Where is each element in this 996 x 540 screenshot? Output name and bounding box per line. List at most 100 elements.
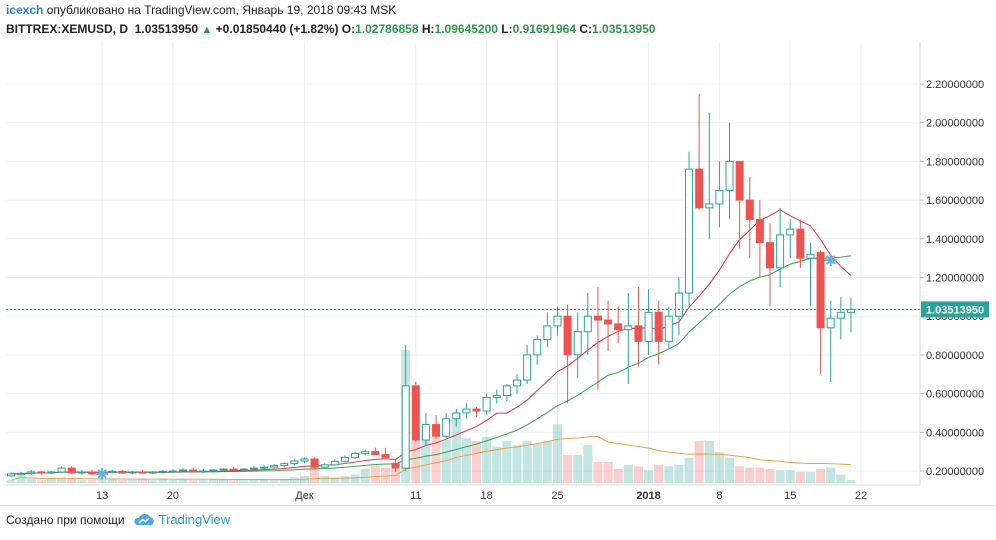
volume-bar — [269, 480, 279, 483]
volume-bar — [117, 480, 127, 483]
candle-body — [735, 160, 744, 201]
candle-body — [128, 471, 137, 474]
volume-bar — [573, 455, 583, 483]
up-arrow-icon: ▲ — [201, 24, 213, 36]
candle-body — [786, 228, 795, 236]
volume-bar — [765, 469, 775, 483]
volume-bar — [644, 470, 654, 483]
volume-bar — [583, 445, 593, 483]
volume-bar — [694, 441, 704, 483]
volume-bar — [138, 478, 148, 483]
volume-bar — [836, 474, 846, 483]
open-value: 1.02786858 — [355, 22, 419, 36]
volume-bar — [168, 480, 178, 483]
candle-body — [249, 467, 258, 470]
candle-body — [381, 454, 390, 458]
volume-bar — [735, 466, 745, 483]
volume-bar — [816, 469, 826, 483]
y-tick-label: 0.40000000 — [926, 427, 984, 439]
candle-body — [27, 471, 36, 474]
candle-body — [796, 228, 805, 259]
candle-body — [513, 379, 521, 387]
candle-body — [371, 451, 380, 456]
volume-bar — [370, 466, 380, 483]
candle-body — [715, 189, 724, 205]
tradingview-link[interactable]: TradingView — [133, 512, 231, 527]
volume-bar — [229, 480, 239, 483]
ohlc-legend: BITTREX:XEMUSD, D 1.03513950 ▲ +0.018504… — [6, 22, 655, 36]
candle-body — [17, 472, 26, 475]
candle-body — [320, 464, 329, 468]
volume-bar — [805, 471, 815, 483]
volume-bar — [441, 439, 451, 483]
y-tick-label: 2.20000000 — [926, 79, 984, 91]
candle-body — [654, 311, 663, 342]
y-tick-label: 1.60000000 — [926, 195, 984, 207]
candle-body — [745, 199, 754, 220]
low-label: L: — [501, 22, 513, 36]
high-value: 1.09645200 — [434, 22, 498, 36]
x-tick-label: Дек — [295, 490, 314, 502]
volume-bar — [148, 480, 158, 483]
candle-body — [340, 456, 349, 462]
candle-body — [573, 331, 582, 356]
candle-body — [644, 311, 653, 342]
volume-bar — [411, 441, 421, 483]
candle-body — [47, 471, 56, 474]
volume-bar — [725, 457, 735, 483]
created-with-text: Создано при помощи — [6, 512, 125, 527]
candle-body — [330, 460, 339, 466]
candle-body — [502, 385, 511, 397]
candle-body — [482, 396, 491, 412]
volume-bar — [714, 452, 724, 483]
y-tick-label: 0.80000000 — [926, 350, 984, 362]
candle-body — [836, 311, 845, 319]
candle-body — [118, 470, 127, 474]
ma-slow-line — [10, 255, 852, 475]
volume-bar — [289, 477, 299, 483]
candle-body — [432, 424, 441, 437]
candle-body — [543, 325, 552, 340]
brand-name: TradingView — [158, 512, 231, 527]
author-name[interactable]: icexch — [6, 3, 44, 17]
candle-body — [260, 466, 268, 469]
candle-body — [229, 468, 238, 471]
volume-bar — [613, 469, 623, 483]
candle-body — [219, 468, 228, 471]
change-value: +0.01850440 (+1.82%) — [215, 22, 339, 36]
candle-body — [583, 315, 592, 333]
high-label: H: — [421, 22, 435, 36]
tradingview-cloud-icon — [134, 513, 154, 525]
volume-bar — [36, 480, 46, 483]
volume-bar — [57, 477, 67, 483]
volume-bar — [826, 467, 836, 483]
symbol-label: BITTREX:XEMUSD, D — [6, 22, 129, 36]
x-tick-label: 2018 — [636, 490, 660, 502]
volume-bar — [552, 424, 562, 483]
volume-bar — [320, 476, 330, 483]
volume-bar — [198, 480, 208, 483]
volume-bar — [249, 478, 259, 483]
open-label: O: — [341, 22, 356, 36]
volume-bar — [603, 462, 613, 483]
volume-bar — [310, 466, 320, 483]
candle-body — [593, 315, 602, 321]
volume-bar — [46, 478, 56, 483]
candle-body — [57, 467, 66, 473]
volume-bar — [795, 471, 805, 483]
price-chart[interactable]: 0.20000000 0.40000000 0.60000000 0.80000000… — [0, 0, 996, 505]
volume-bar — [532, 443, 542, 483]
low-value: 0.91691964 — [512, 22, 577, 36]
volume-bar — [522, 441, 532, 483]
volume-bar — [107, 478, 117, 483]
candle-body — [523, 354, 532, 381]
x-tick-label: 25 — [551, 490, 563, 502]
y-tick-label: 0.60000000 — [926, 389, 984, 401]
volume-bar — [239, 480, 249, 483]
candle-body — [826, 317, 835, 329]
candle-body — [624, 325, 633, 331]
candle-body — [553, 315, 562, 327]
candle-body — [421, 424, 430, 441]
volume-bar — [674, 464, 684, 483]
last-price-tag — [921, 301, 989, 318]
